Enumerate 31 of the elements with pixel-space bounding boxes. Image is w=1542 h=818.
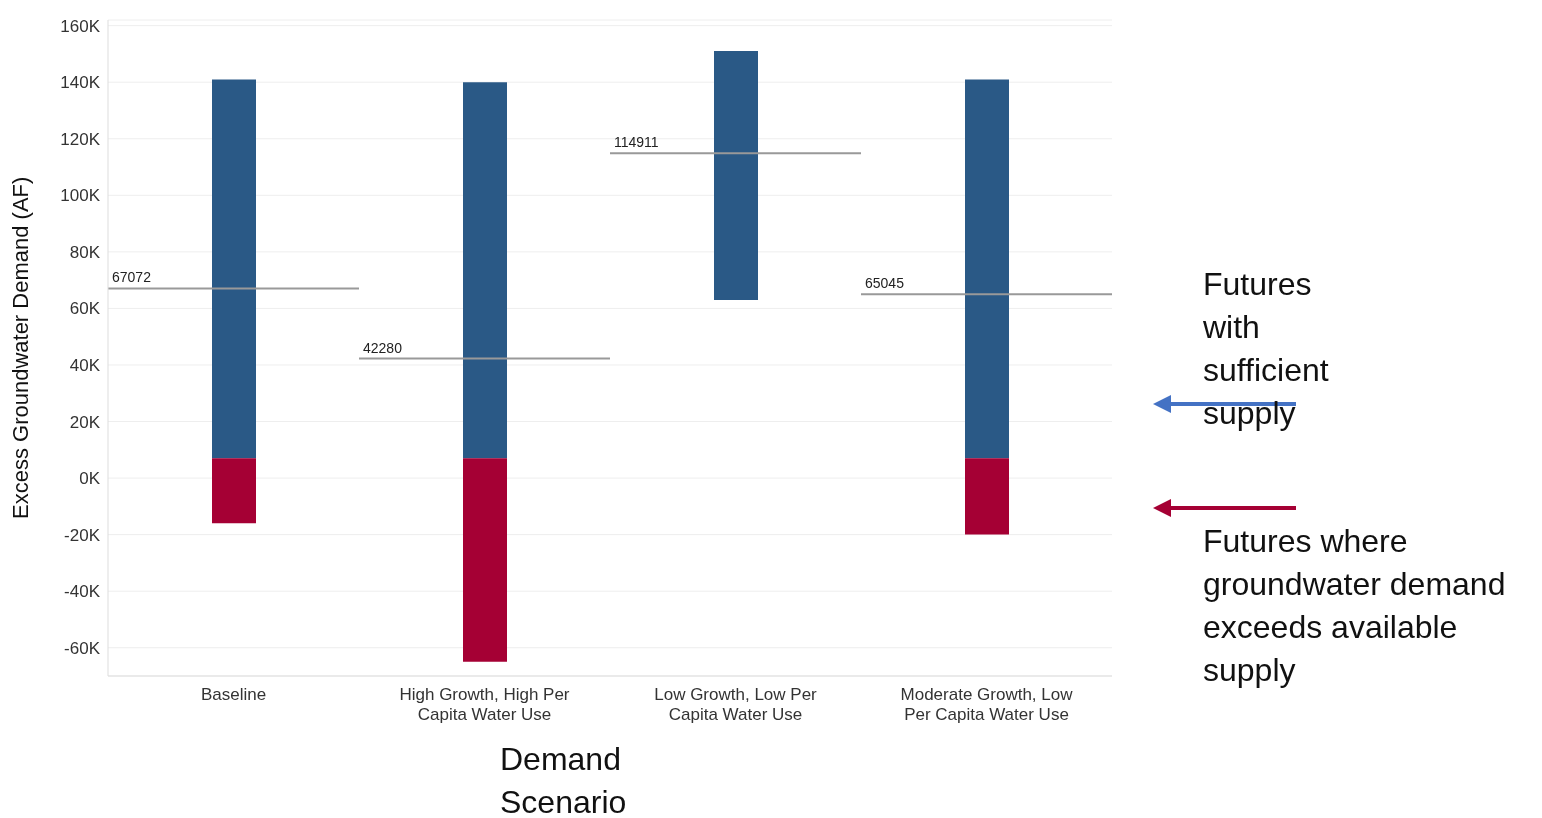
bar <box>714 51 758 300</box>
y-tick-label: 140K <box>60 73 101 93</box>
y-tick-label: -20K <box>64 525 101 545</box>
y-tick-label: 20K <box>69 412 101 432</box>
y-axis-title: Excess Groundwater Demand (AF) <box>8 175 34 522</box>
bar <box>463 82 507 459</box>
ref-line-label: 65045 <box>865 275 905 292</box>
y-tick-label: -40K <box>64 582 101 602</box>
ref-line-label: 67072 <box>112 269 152 286</box>
ref-line-label: 42280 <box>363 339 403 356</box>
x-axis-title: Demand Scenario <box>500 740 628 818</box>
text: Futures where groundwater demand exceeds available supply <box>1203 522 1507 690</box>
text: Futures with sufficient supply <box>1203 265 1330 433</box>
y-tick-label: -60K <box>64 638 101 658</box>
bar <box>212 79 256 459</box>
y-tick-label: 0K <box>79 469 101 489</box>
ref-line-label: 114911 <box>614 134 659 151</box>
y-tick-label: 100K <box>60 186 101 206</box>
x-tick-label: High Growth, High Per Capita Water Use <box>399 685 570 724</box>
y-tick-label: 160K <box>60 16 101 36</box>
bar <box>212 458 256 524</box>
x-tick-label: Low Growth, Low Per Capita Water Use <box>654 685 818 724</box>
y-tick-label: 80K <box>69 242 101 262</box>
bar <box>965 79 1009 459</box>
x-tick-label: Baseline <box>200 685 267 704</box>
x-tick-label: Moderate Growth, Low Per Capita Water Use <box>900 685 1074 724</box>
y-tick-label: 120K <box>60 129 101 149</box>
y-tick-label: 40K <box>69 356 101 375</box>
bar <box>463 458 507 662</box>
y-tick-label: 60K <box>69 299 101 319</box>
bar <box>965 458 1009 535</box>
